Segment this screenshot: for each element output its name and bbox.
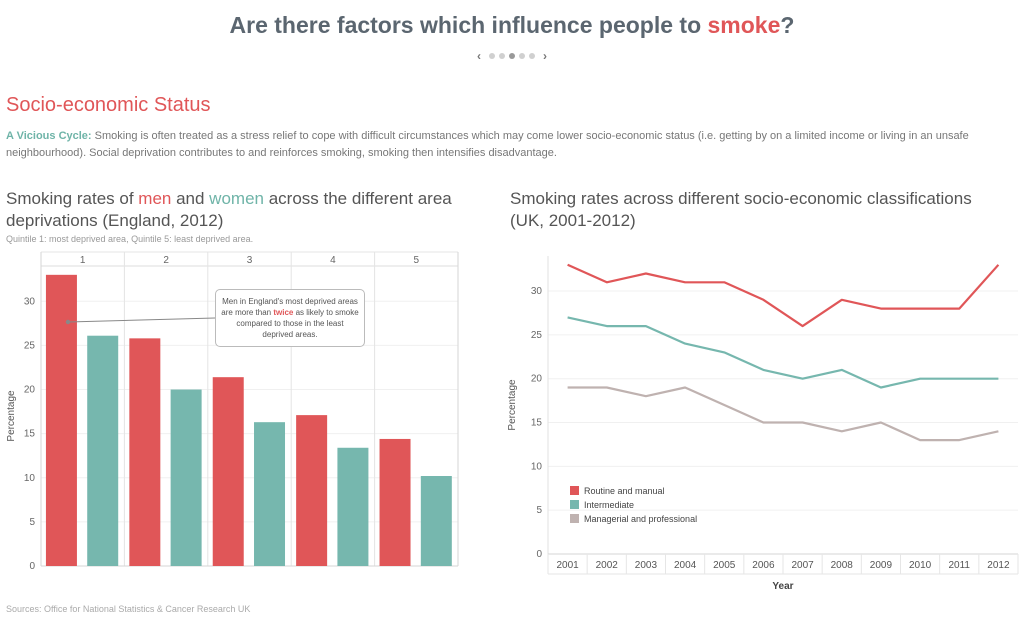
line-x-tick-label: 2010 bbox=[909, 560, 932, 571]
line-x-tick-label: 2012 bbox=[987, 560, 1010, 571]
left-title-men: men bbox=[138, 189, 172, 208]
pager-dot[interactable] bbox=[489, 52, 495, 59]
bar-women-4 bbox=[337, 447, 369, 566]
annotation-point bbox=[65, 319, 71, 325]
line-y-tick-label: 15 bbox=[531, 418, 543, 429]
bar-women-1 bbox=[87, 335, 119, 566]
bar-men-5 bbox=[379, 438, 411, 566]
bar-men-1 bbox=[45, 274, 77, 566]
annotation-leader bbox=[67, 317, 216, 323]
line-y-tick-label: 0 bbox=[536, 549, 542, 560]
bar-women-5 bbox=[420, 476, 452, 566]
page-title: Are there factors which influence people… bbox=[0, 12, 1024, 39]
story-pager: ‹ › bbox=[0, 48, 1024, 63]
legend-swatch bbox=[570, 500, 579, 509]
bar-y-tick-label: 5 bbox=[29, 517, 35, 528]
pager-dot[interactable] bbox=[499, 52, 505, 59]
line-y-axis-label: Percentage bbox=[507, 379, 518, 431]
line-series-2 bbox=[567, 386, 999, 442]
chevron-left-icon[interactable]: ‹ bbox=[477, 48, 481, 63]
section-title: Socio-economic Status bbox=[6, 94, 211, 116]
left-title-women: women bbox=[209, 189, 264, 208]
bar-category-label: 5 bbox=[414, 255, 420, 266]
line-chart: 0 5 10 15 20 25 30 2001 2002 2003 2004 2005 2006 2007… bbox=[507, 256, 1019, 591]
bar-y-tick-label: 25 bbox=[24, 340, 36, 351]
left-title-part3: across the different area deprivations (… bbox=[6, 189, 452, 230]
legend-label: Routine and manual bbox=[584, 486, 665, 496]
bar-y-tick-label: 15 bbox=[24, 429, 36, 440]
line-x-tick-label: 2003 bbox=[635, 560, 658, 571]
bar-men-4 bbox=[296, 415, 328, 566]
sources-note: Sources: Office for National Statistics … bbox=[6, 604, 251, 614]
legend-item: Routine and manual bbox=[570, 484, 697, 498]
callout-highlight: twice bbox=[273, 308, 294, 317]
line-x-tick-label: 2005 bbox=[713, 560, 736, 571]
chevron-right-icon[interactable]: › bbox=[543, 48, 547, 63]
left-title-part1: Smoking rates of bbox=[6, 189, 139, 208]
bar-y-tick-label: 0 bbox=[29, 561, 35, 572]
legend-swatch bbox=[570, 486, 579, 495]
bar-men-2 bbox=[129, 338, 161, 566]
intro-lead: A Vicious Cycle: bbox=[6, 130, 92, 142]
line-x-tick-label: 2007 bbox=[791, 560, 814, 571]
line-x-tick-label: 2008 bbox=[831, 560, 854, 571]
bar-category-label: 3 bbox=[247, 255, 253, 266]
callout-text-2: as likely to smoke compared to those in … bbox=[236, 308, 359, 339]
line-x-tick-label: 2004 bbox=[674, 560, 697, 571]
annotation-callout: Men in England's most deprived areas are… bbox=[215, 289, 365, 347]
intro-text: Smoking is often treated as a stress rel… bbox=[6, 130, 969, 159]
title-highlight: smoke bbox=[707, 12, 781, 38]
line-series-1 bbox=[567, 316, 999, 389]
legend-item: Intermediate bbox=[570, 498, 697, 512]
left-title-part2: and bbox=[171, 189, 210, 208]
title-suffix: ? bbox=[780, 12, 795, 38]
bar-y-axis-label: Percentage bbox=[6, 390, 17, 442]
bar-y-tick-label: 20 bbox=[24, 385, 36, 396]
bar-men-3 bbox=[212, 377, 244, 566]
line-y-tick-label: 25 bbox=[531, 330, 543, 341]
line-x-tick-label: 2001 bbox=[556, 560, 579, 571]
line-chart-legend: Routine and manual Intermediate Managerial… bbox=[570, 484, 697, 526]
legend-label: Intermediate bbox=[584, 500, 635, 510]
pager-dot[interactable] bbox=[519, 52, 525, 59]
left-chart-title: Smoking rates of men and women across th… bbox=[6, 188, 456, 232]
legend-swatch bbox=[570, 514, 579, 523]
pager-dot[interactable] bbox=[509, 52, 515, 59]
line-x-tick-label: 2011 bbox=[948, 560, 970, 571]
left-chart-subtitle: Quintile 1: most deprived area, Quintile… bbox=[6, 234, 254, 244]
right-chart-title: Smoking rates across different socio-eco… bbox=[510, 189, 972, 230]
pager-dot[interactable] bbox=[529, 52, 535, 59]
line-y-tick-label: 20 bbox=[531, 374, 543, 385]
line-x-tick-label: 2006 bbox=[752, 560, 775, 571]
line-series-0 bbox=[567, 263, 1000, 328]
line-y-tick-label: 30 bbox=[531, 286, 543, 297]
bar-y-tick-label: 10 bbox=[24, 473, 36, 484]
bar-women-2 bbox=[170, 389, 202, 566]
bar-category-label: 4 bbox=[330, 255, 336, 266]
callout-text-1: Men in England's most deprived areas are… bbox=[221, 297, 358, 317]
legend-item: Managerial and professional bbox=[570, 512, 697, 526]
line-x-axis-label: Year bbox=[772, 581, 793, 591]
line-y-tick-label: 5 bbox=[536, 505, 542, 516]
section-intro: A Vicious Cycle: Smoking is often treate… bbox=[6, 128, 1016, 162]
line-x-tick-label: 2002 bbox=[596, 560, 619, 571]
bar-category-label: 2 bbox=[163, 255, 169, 266]
title-prefix: Are there factors which influence people… bbox=[229, 12, 708, 38]
bar-y-tick-label: 30 bbox=[24, 296, 36, 307]
pager-dots bbox=[487, 48, 537, 62]
bar-women-3 bbox=[254, 422, 286, 566]
legend-label: Managerial and professional bbox=[584, 514, 698, 524]
line-x-tick-label: 2009 bbox=[870, 560, 893, 571]
bar-category-label: 1 bbox=[80, 255, 86, 266]
line-y-tick-label: 10 bbox=[531, 461, 543, 472]
